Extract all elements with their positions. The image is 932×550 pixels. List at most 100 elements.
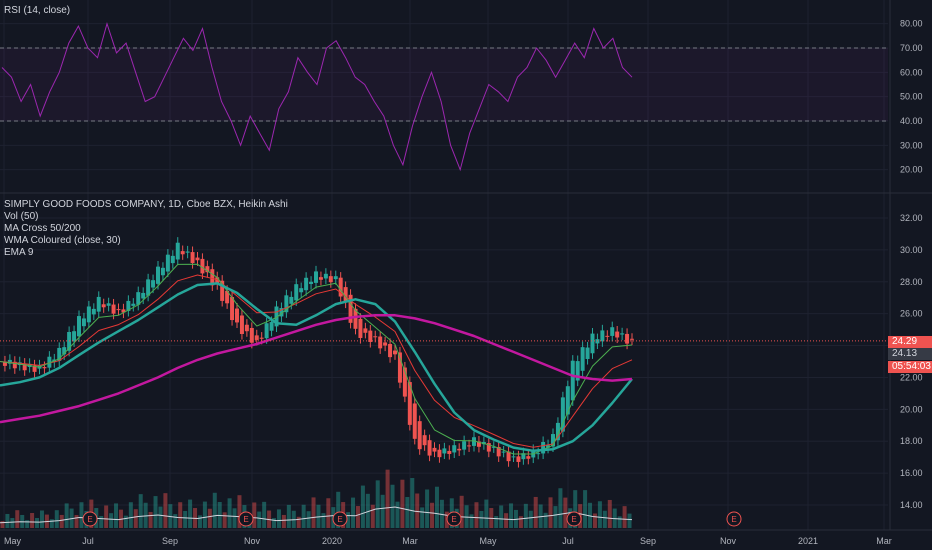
candle-body [170,255,175,264]
indicator-wma[interactable]: WMA Coloured (close, 30) [4,235,121,246]
volume-bar [0,521,5,528]
volume-bar [272,518,277,528]
time-axis-label: Mar [402,536,418,546]
volume-bar [627,513,632,528]
countdown-badge: 05:54:03 [888,361,932,373]
candle-body [299,288,304,293]
candle-body [190,252,195,264]
candle-body [555,422,560,441]
candle-body [343,287,348,303]
time-axis-label: 2021 [798,536,818,546]
volume-bar [114,503,119,528]
volume-bar [173,514,178,528]
volume-bar [622,506,627,528]
earnings-marker: E [82,511,98,527]
price-axis-label: 22.00 [900,372,923,382]
volume-bar [143,502,148,528]
candle-body [442,448,447,454]
indicator-ema[interactable]: EMA 9 [4,247,34,258]
candle-body [131,303,136,306]
volume-bar [602,510,607,528]
earnings-circle [446,511,462,527]
candle-body [318,277,323,280]
volume-bar [188,499,193,528]
candle-body [156,266,160,284]
candle-body [328,276,333,283]
price-axis: 80.00 70.00 60.00 50.00 40.00 30.00 20.00 32.00… [900,19,923,510]
candle-body [610,327,615,336]
volume-bar [202,501,207,528]
earnings-marker: E [726,511,742,527]
volume-bar [25,520,30,528]
price-axis-label: 30.00 [900,245,923,255]
candle-body [388,343,393,358]
indicator-ma-cross[interactable]: MA Cross 50/200 [4,223,81,234]
volume-bar [573,490,578,528]
time-axis-label: Jul [562,536,574,546]
volume-bar [375,480,380,528]
volume-bar [64,503,69,528]
candle-body [437,449,442,458]
rsi-axis-label: 60.00 [900,67,923,77]
rsi-legend[interactable]: RSI (14, close) [4,5,70,17]
volume-bar [459,495,464,528]
earnings-label: E [337,515,342,524]
candle-body [511,456,516,458]
volume-bar [178,502,183,528]
last-price-badge: 24.29 [888,336,932,348]
rsi-line [1,21,633,172]
time-axis-label: May [4,536,22,546]
volume-bar [326,498,331,528]
volume-bar [336,491,341,528]
rsi-legend-label[interactable]: RSI (14, close) [4,5,71,16]
volume-bar [607,499,612,528]
volume-bar [163,493,168,528]
volume-bar [469,514,474,528]
candle-body [200,258,205,274]
ma200-line [0,314,633,424]
volume-bar [518,516,523,528]
volume-bar [588,502,593,528]
price-axis-label: 20.00 [900,404,923,414]
candle-body [521,453,526,460]
volume-bar [553,506,558,528]
earnings-circle [332,511,348,527]
volume-bar [499,505,504,528]
candle-body [393,350,397,355]
main-legend[interactable]: SIMPLY GOOD FOODS COMPANY, 1D, Cboe BZX,… [4,199,288,259]
candle-body [91,308,96,315]
volume-bar [79,502,84,528]
volume-bar [74,515,79,528]
volume-bar [99,516,104,528]
symbol-title[interactable]: SIMPLY GOOD FOODS COMPANY, 1D, Cboe BZX,… [4,199,288,210]
earnings-marker: E [446,511,462,527]
candle-body [136,292,141,305]
candle-body [620,333,625,335]
earnings-marker: E [238,511,254,527]
rsi-band [0,48,888,121]
volume-bar [286,504,291,528]
indicator-vol[interactable]: Vol (50) [4,211,39,222]
volume-bar [390,484,395,528]
candle-body [427,440,432,456]
candle-body [279,308,284,317]
candle-body [259,337,264,339]
time-axis-label: Sep [162,536,178,546]
time-axis-label: Mar [876,536,892,546]
candle-body [195,257,200,261]
candle-body [239,315,244,334]
candle-body [491,446,496,448]
volume-bar [237,495,242,528]
candle-body [338,277,343,297]
earnings-marker: E [566,511,582,527]
candle-body [225,290,230,304]
time-axis: May Jul Sep Nov 2020 Mar May Jul Sep Nov 2021 Mar [4,536,892,546]
volume-bar [158,506,163,528]
candle-body [77,316,81,337]
volume-bar [597,501,602,528]
candle-body [476,441,481,447]
volume-bar [494,516,499,528]
candle-body [378,336,383,349]
